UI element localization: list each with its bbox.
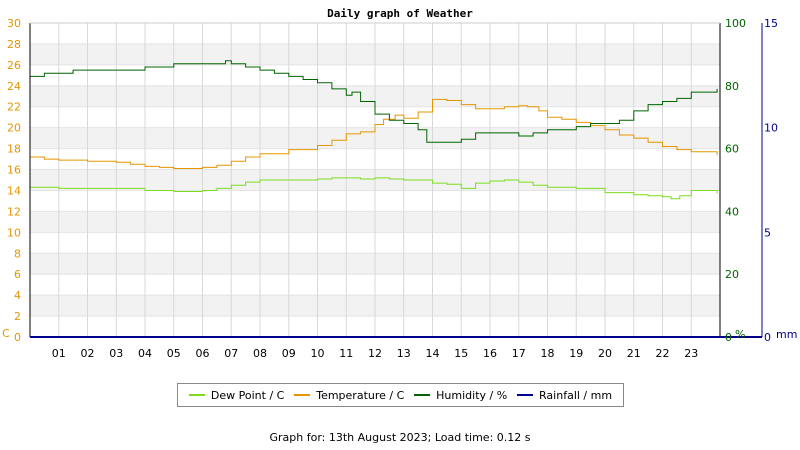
x-tick-label: 04 [138,347,152,360]
y-right-humidity-tick-label: 0 [725,331,732,344]
y-left-tick-label: 18 [7,143,21,156]
y-right-humidity-tick-label: 80 [725,80,739,93]
x-tick-label: 20 [598,347,612,360]
y-right-humidity-tick-label: 100 [725,17,746,30]
footer-text: Graph for: 13th August 2023; Load time: … [269,431,531,444]
x-tick-label: 06 [196,347,210,360]
y-left-tick-label: 26 [7,59,21,72]
y-right-rain-tick-label: 0 [764,331,771,344]
x-tick-label: 05 [167,347,181,360]
y-right-humidity-tick-label: 20 [725,268,739,281]
legend-swatch [517,394,534,396]
x-tick-label: 01 [52,347,66,360]
legend-label: Humidity / % [436,388,508,402]
x-tick-label: 02 [81,347,95,360]
x-tick-label: 03 [109,347,123,360]
x-tick-label: 14 [426,347,440,360]
y-right-humidity-tick-label: 60 [725,143,739,156]
legend-swatch [188,394,205,396]
x-tick-label: 08 [253,347,267,360]
series-line-dew-point-c [30,177,718,200]
x-tick-label: 16 [483,347,497,360]
x-tick-label: 13 [397,347,411,360]
series-line-temperature-c [30,98,718,169]
axes [29,22,763,338]
y-left-tick-label: 8 [14,247,21,260]
legend-item: Rainfall / mm [517,389,612,402]
y-left-tick-label: 30 [7,17,21,30]
x-tick-label: 11 [339,347,353,360]
x-tick-label: 17 [512,347,526,360]
y-right-rain-unit-label: mm [776,328,797,341]
y-left-tick-label: 14 [7,184,21,197]
legend: Dew Point / C Temperature / C Humidity / %… [177,383,624,407]
x-tick-label: 19 [569,347,583,360]
chart-title: Daily graph of Weather [327,7,473,20]
x-tick-label: 21 [627,347,641,360]
y-left-tick-label: 22 [7,101,21,114]
x-tick-label: 15 [454,347,468,360]
x-tick-label: 18 [541,347,555,360]
legend-label: Dew Point / C [210,388,285,402]
x-tick-label: 22 [656,347,670,360]
legend-item: Temperature / C [294,389,404,402]
legend-label: Rainfall / mm [539,388,613,402]
legend-item: Dew Point / C [188,388,285,402]
y-left-tick-label: 24 [7,80,21,93]
legend-item: Humidity / % [414,389,507,402]
y-left-tick-label: 6 [14,268,21,281]
y-right-rain-tick-label: 15 [764,17,778,30]
y-right-humidity-tick-label: 40 [725,205,739,218]
series-line-humidity [30,60,718,143]
y-left-tick-label: 10 [7,226,21,239]
x-tick-label: 07 [224,347,238,360]
y-right-humidity-unit-label: % [735,328,745,341]
y-left-tick-label: 2 [14,310,21,323]
x-tick-label: 12 [368,347,382,360]
legend-swatch [414,394,431,396]
legend-swatch [294,394,311,396]
y-left-tick-label: 20 [7,122,21,135]
x-tick-label: 09 [282,347,296,360]
y-left-tick-label: 28 [7,38,21,51]
y-left-unit-label: C [2,327,10,340]
y-left-tick-label: 4 [14,289,21,302]
y-left-tick-label: 0 [14,331,21,344]
legend-label: Temperature / C [316,388,405,402]
x-tick-label: 23 [684,347,698,360]
y-right-rain-tick-label: 5 [764,226,771,239]
x-tick-label: 10 [311,347,325,360]
y-right-rain-tick-label: 10 [764,122,778,135]
y-left-tick-label: 16 [7,164,21,177]
y-left-tick-label: 12 [7,205,21,218]
